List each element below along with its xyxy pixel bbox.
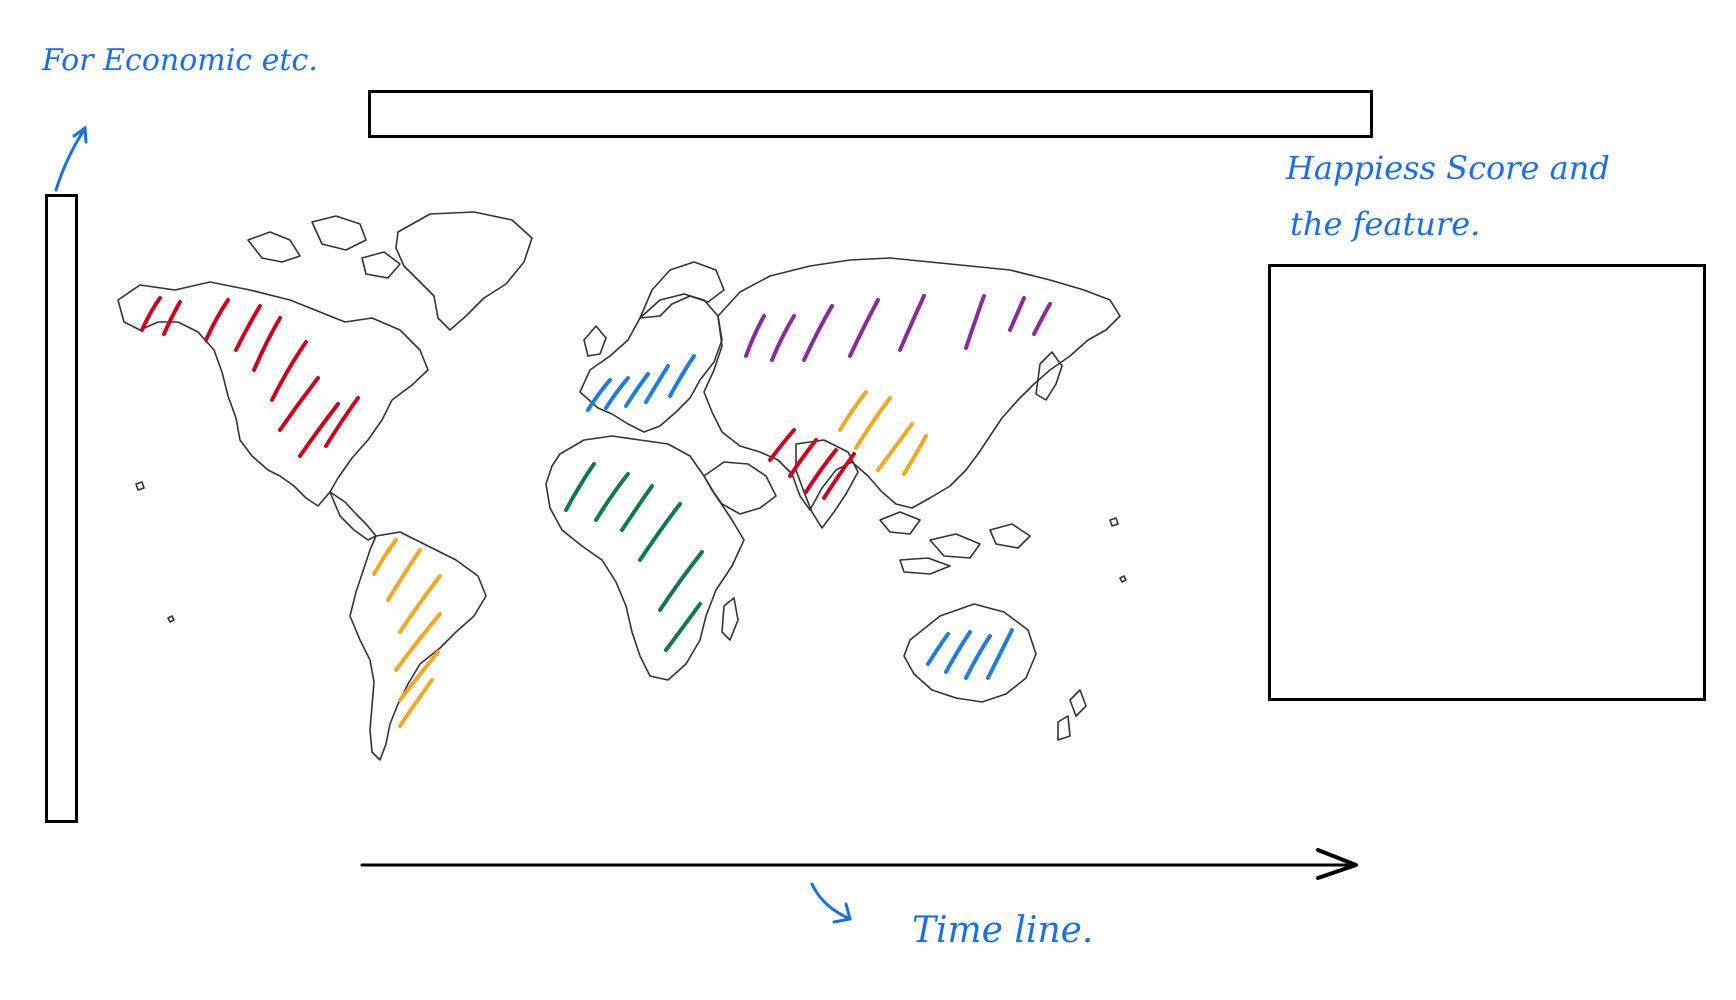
japan-outline [1035,351,1063,401]
region-hatch-europe [586,354,696,412]
north-america-outline [117,281,429,507]
new-zealand-outline [1057,689,1087,741]
happiness-score-panel [1268,264,1706,701]
madagascar-outline [721,597,739,641]
region-hatch-north-america [140,296,360,458]
sidebar-annotation: For Economic etc. [42,43,318,78]
region-hatch-africa [564,462,704,652]
scandinavia-outline [639,261,725,319]
timeline-label: Time line. [912,910,1094,951]
africa-outline [545,435,745,681]
small-islands-outline [135,481,1127,623]
region-hatch-australia [926,628,1014,680]
up-arrow-icon [54,125,88,192]
panel-annotation-line1: Happiess Score and [1286,149,1610,187]
top-header-bar[interactable] [368,90,1373,138]
region-hatch-east-asia [838,390,928,476]
panel-annotation-line2: the feature. [1290,205,1481,243]
world-map-outline [117,211,1127,761]
central-america-outline [329,491,377,541]
region-hatch-south-america [372,538,442,728]
australia-outline [903,603,1037,703]
right-arrow-icon [1316,848,1358,880]
region-hatch-asia-north [744,294,1052,362]
feature-sidebar-bar[interactable] [45,194,78,823]
asia-outline [703,257,1121,511]
india-outline [795,439,859,529]
arabia-outline [703,461,777,515]
arctic-islands-outline [247,215,401,279]
greenland-outline [395,211,533,331]
europe-outline [579,293,723,433]
region-hatch-south-asia [768,428,856,500]
down-right-arrow-icon [810,882,852,924]
southeast-asia-outline [879,511,1031,575]
south-america-outline [349,531,487,761]
uk-outline [583,325,607,357]
